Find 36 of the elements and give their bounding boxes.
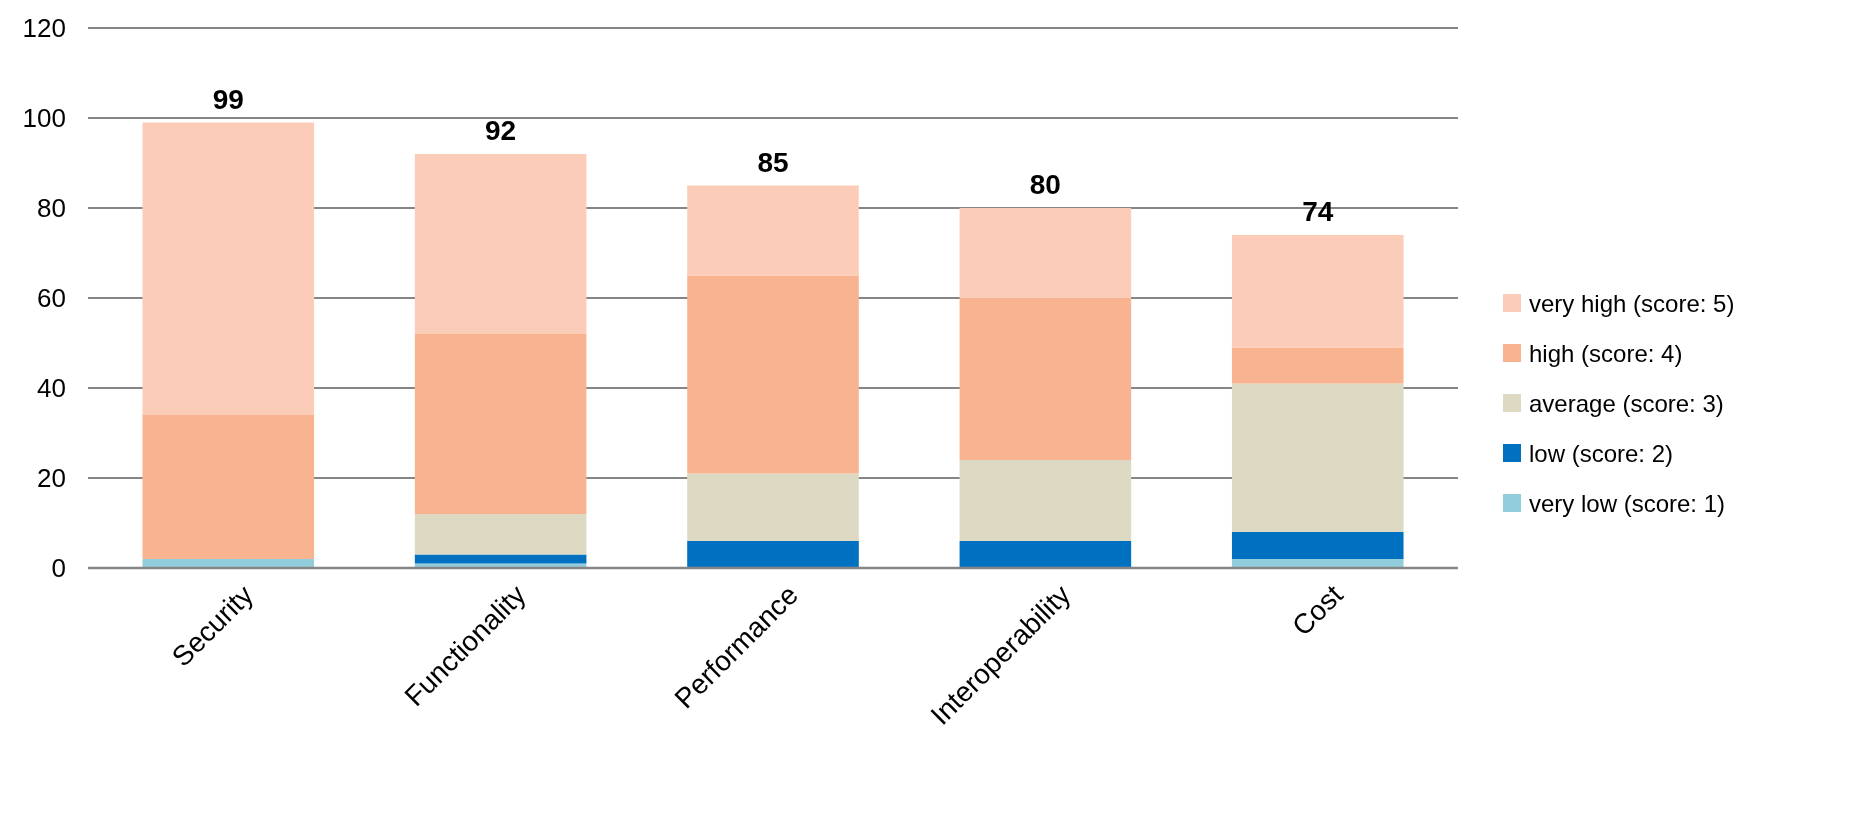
bar — [687, 185, 859, 276]
y-tick-label: 0 — [51, 553, 66, 583]
bar — [1231, 532, 1404, 559]
total-label: 80 — [1029, 169, 1061, 200]
y-tick-label: 120 — [22, 13, 66, 43]
total-label: 92 — [485, 115, 517, 146]
x-tick-label: Cost — [1286, 578, 1349, 642]
bar — [1231, 383, 1404, 532]
bar — [959, 460, 1132, 541]
y-tick-label: 20 — [37, 463, 66, 493]
bar — [414, 554, 587, 564]
bar — [142, 122, 315, 415]
bar — [1231, 235, 1404, 348]
total-label: 85 — [757, 146, 789, 178]
bar — [142, 415, 315, 559]
bar — [414, 154, 587, 334]
legend-label: very low (score: 1) — [1529, 489, 1726, 517]
legend-label: low (score: 2) — [1529, 439, 1674, 467]
bar — [959, 541, 1132, 568]
bar — [1231, 347, 1404, 384]
total-label: 99 — [212, 83, 244, 115]
bar — [959, 298, 1132, 460]
bar — [687, 473, 859, 541]
y-tick-label: 60 — [37, 283, 66, 313]
bar — [414, 334, 587, 514]
y-tick-label: 40 — [37, 373, 66, 403]
bar — [414, 514, 587, 555]
legend-label: high (score: 4) — [1529, 339, 1683, 367]
legend-label: very high (score: 5) — [1529, 289, 1735, 317]
bar — [687, 275, 859, 474]
y-tick-label: 100 — [22, 103, 66, 133]
legend-label: average (score: 3) — [1529, 389, 1724, 417]
bar — [959, 208, 1132, 298]
bar — [687, 541, 859, 568]
y-tick-label: 80 — [37, 193, 66, 223]
total-label: 74 — [1302, 196, 1334, 227]
